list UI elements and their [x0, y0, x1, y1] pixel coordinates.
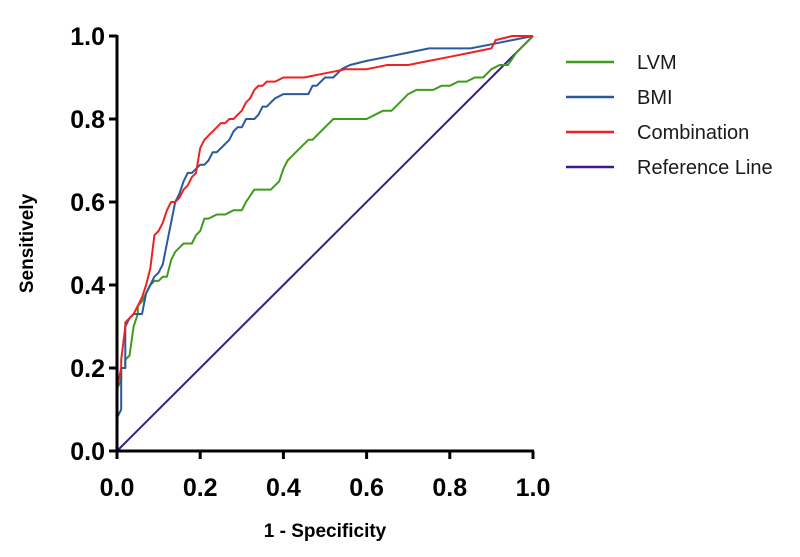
legend: LVM BMI Combination Reference Line	[566, 52, 773, 179]
x-tick-label: 0.6	[349, 474, 384, 502]
x-axis-title: 1 - Specificity	[264, 521, 387, 542]
ticks-layer: 0.0 0.2 0.4 0.6 0.8 1.0 0.0 0.2 0.4 0.6 0.8 1.0	[70, 23, 550, 502]
x-tick-label: 0.0	[100, 474, 135, 502]
legend-label: Reference Line	[637, 157, 773, 179]
x-tick-label: 0.4	[266, 474, 301, 502]
legend-label: Combination	[637, 122, 749, 144]
x-tick-label: 0.8	[432, 474, 467, 502]
axes-layer	[115, 35, 534, 453]
y-tick-label: 0.6	[70, 189, 105, 217]
series-line-combination	[116, 35, 533, 451]
legend-label: LVM	[637, 52, 677, 74]
y-axis-title: Sensitively	[17, 193, 38, 293]
y-tick-label: 0.4	[70, 272, 105, 300]
x-tick-label: 0.2	[183, 474, 218, 502]
x-tick-label: 1.0	[516, 474, 551, 502]
legend-label: BMI	[637, 87, 673, 109]
y-tick-label: 0.8	[70, 106, 105, 134]
y-tick-label: 1.0	[70, 23, 105, 51]
y-tick-label: 0.2	[70, 355, 105, 383]
series-line-reference-line	[116, 35, 534, 452]
y-tick-label: 0.0	[70, 438, 105, 466]
series-layer	[116, 35, 534, 452]
